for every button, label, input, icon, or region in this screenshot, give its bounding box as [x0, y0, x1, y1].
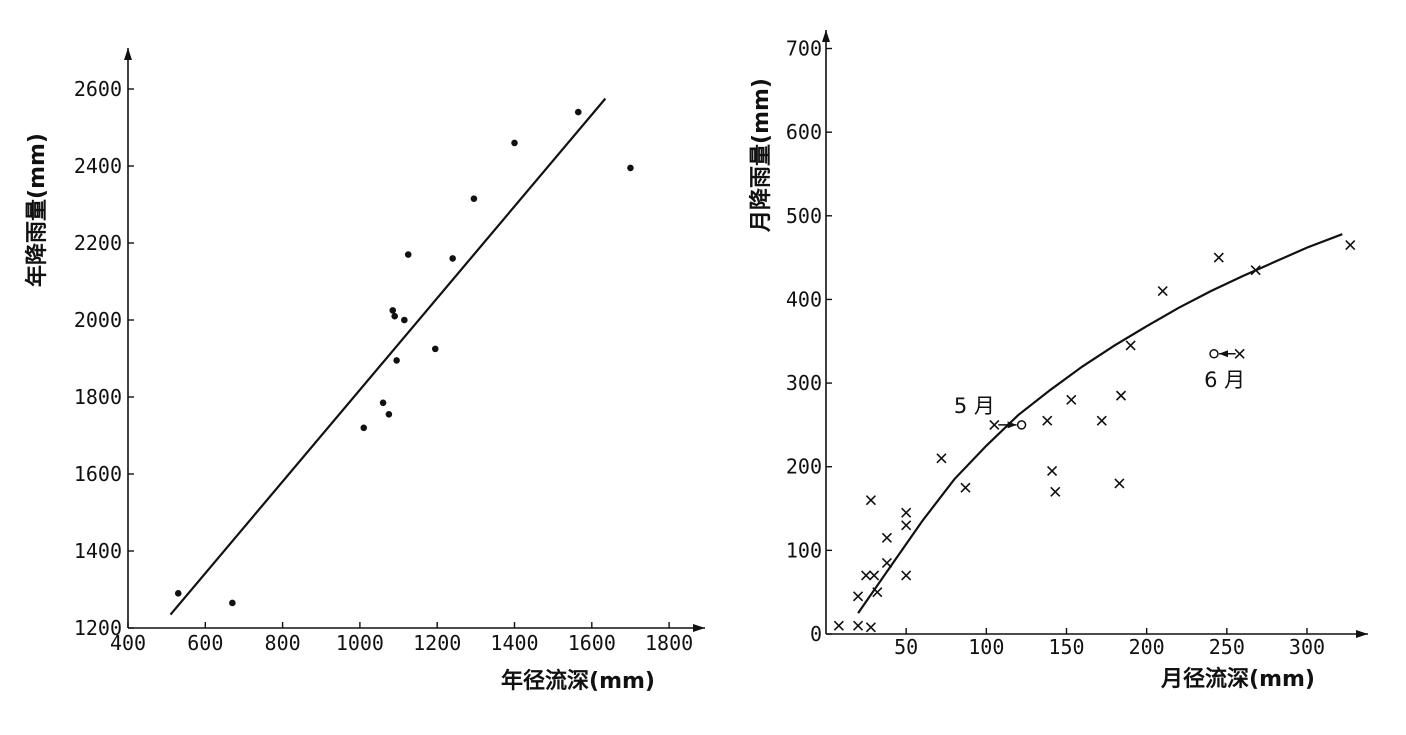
data-point	[1157, 286, 1168, 297]
data-point	[869, 570, 880, 581]
x-tick-label: 250	[1209, 635, 1245, 659]
regression-line	[169, 97, 607, 616]
x-axis-label: 月径流深(mm)	[1160, 666, 1315, 692]
y-axis-label: 月降雨量(mm)	[749, 78, 774, 233]
x-axis-label: 年径流深(mm)	[501, 668, 655, 694]
data-point	[1114, 478, 1125, 489]
y-tick-label: 400	[786, 287, 822, 311]
data-point	[391, 312, 398, 320]
fit-curve	[857, 233, 1343, 614]
data-point	[449, 255, 456, 262]
data-point	[360, 424, 368, 432]
data-point	[431, 345, 439, 353]
y-axis-label: 年降雨量(mm)	[24, 133, 50, 287]
x-tick-label: 1800	[645, 631, 693, 655]
x-tick-label: 1200	[413, 631, 461, 655]
data-point	[936, 453, 947, 464]
x-tick-label: 100	[968, 635, 1004, 659]
data-point	[574, 108, 582, 116]
data-point	[1234, 348, 1245, 359]
monthly-chart: 50 100 150 200 250 300 0 100 200 300 400 500 600 700 5…	[749, 30, 1368, 692]
y-tick-label: 2400	[74, 154, 122, 178]
x-tick-label: 50	[894, 635, 918, 659]
y-tick-label: 500	[786, 204, 822, 228]
data-point	[1096, 415, 1107, 426]
data-point	[379, 399, 387, 407]
data-point	[404, 251, 412, 258]
y-tick-label: 1800	[74, 385, 122, 409]
x-axis-arrow	[693, 624, 705, 632]
data-point	[1125, 340, 1136, 351]
data-point	[833, 620, 844, 631]
y-axis-arrow	[822, 30, 830, 42]
data-point	[174, 590, 182, 597]
x-tick-label: 1000	[336, 631, 384, 655]
y-tick-label: 1600	[74, 462, 122, 486]
y-tick-label: 2000	[74, 308, 122, 332]
data-point	[1050, 486, 1061, 497]
data-point	[901, 507, 912, 518]
x-tick-label: 300	[1289, 635, 1325, 659]
data-point	[1213, 252, 1224, 263]
data-point	[511, 139, 518, 147]
data-point	[853, 591, 864, 602]
annual-chart: 400 600 800 1000 1200 1400 1600 1800 1200 1400 160…	[24, 48, 705, 694]
data-point	[872, 587, 883, 598]
y-tick-label: 2200	[74, 231, 122, 255]
x-tick-label: 200	[1129, 635, 1165, 659]
y-tick-label: 1400	[74, 539, 122, 563]
data-point	[989, 419, 1000, 430]
data-point	[1345, 240, 1356, 251]
y-tick-label: 0	[810, 622, 822, 646]
x-tick-label: 1400	[490, 631, 538, 655]
data-point	[960, 482, 971, 493]
y-tick-label: 2600	[74, 77, 122, 101]
data-point	[1066, 394, 1077, 405]
x-tick-label: 800	[265, 631, 301, 655]
data-point	[1250, 265, 1261, 276]
shift-arrowhead	[1007, 421, 1017, 429]
data-point	[881, 532, 892, 543]
y-axis-arrow	[124, 48, 132, 60]
data-point	[393, 357, 400, 364]
y-tick-label: 600	[786, 120, 822, 144]
data-point	[861, 570, 872, 581]
x-tick-label: 1600	[568, 631, 616, 655]
x-tick-label: 600	[187, 631, 223, 655]
shifted-point	[1209, 349, 1219, 359]
data-point	[1115, 390, 1127, 401]
shift-arrowhead	[1218, 350, 1228, 358]
y-tick-label: 200	[786, 455, 822, 479]
data-point	[389, 307, 397, 314]
month-annotation: 6 月	[1204, 368, 1245, 392]
data-point	[1042, 415, 1053, 426]
data-point	[1047, 465, 1058, 476]
shifted-point	[1016, 420, 1027, 430]
data-point	[865, 622, 876, 633]
data-point	[901, 570, 912, 581]
data-point	[401, 316, 408, 324]
x-tick-label: 150	[1048, 635, 1084, 659]
data-point	[901, 520, 912, 531]
data-point	[385, 411, 393, 418]
y-tick-label: 700	[786, 37, 822, 61]
x-axis-arrow	[1356, 630, 1368, 638]
month-annotation: 5 月	[954, 394, 995, 418]
data-point	[229, 599, 236, 607]
y-tick-label: 300	[786, 371, 822, 395]
data-point	[627, 164, 634, 172]
x-tick-label: 400	[110, 631, 146, 655]
data-point	[865, 495, 876, 506]
data-point	[853, 620, 864, 631]
y-tick-label: 100	[786, 538, 822, 562]
data-point	[881, 557, 892, 568]
data-point	[470, 195, 478, 203]
y-tick-label: 1200	[74, 616, 122, 640]
